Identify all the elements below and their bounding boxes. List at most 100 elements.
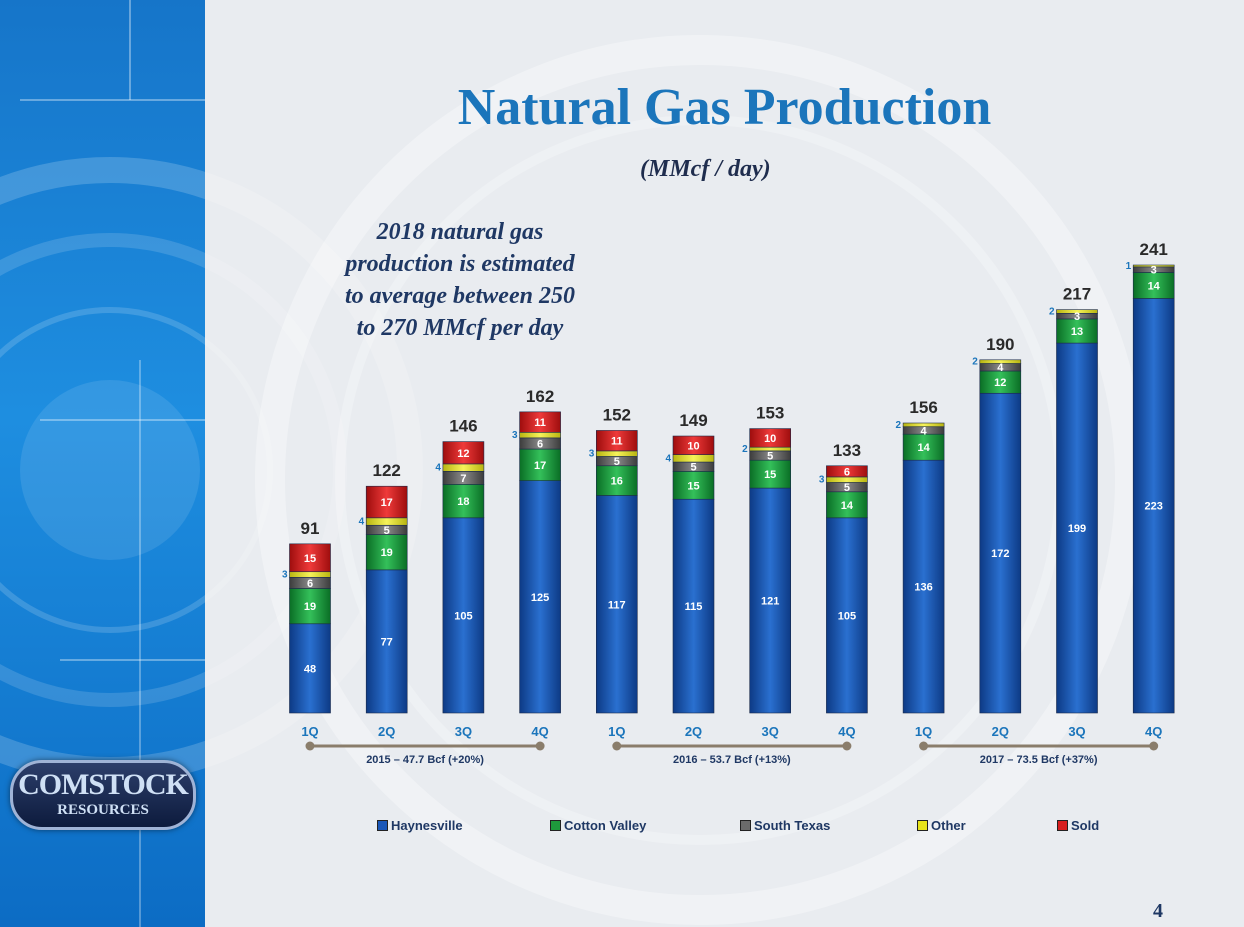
data-label-south-texas: 6 bbox=[537, 438, 543, 450]
group-label: 2016 – 53.7 Bcf (+13%) bbox=[673, 754, 791, 766]
data-label-south-texas: 5 bbox=[384, 525, 390, 537]
data-label-sold: 10 bbox=[764, 433, 776, 445]
bar-segment-haynesville bbox=[979, 392, 1022, 714]
data-label-sold: 12 bbox=[457, 448, 469, 460]
data-label-other: 2 bbox=[972, 357, 978, 368]
legend-swatch bbox=[377, 820, 388, 831]
data-label-cotton-valley: 13 bbox=[1071, 326, 1083, 338]
data-label-other: 1 bbox=[1126, 261, 1132, 272]
bar-segment-haynesville bbox=[1056, 342, 1098, 714]
data-label-other: 3 bbox=[512, 430, 518, 441]
bar-segment-cotton-valley bbox=[289, 588, 331, 625]
bar-segment-other bbox=[902, 422, 945, 428]
callout-line: to 270 MMcf per day bbox=[356, 315, 564, 341]
bar-segment-other bbox=[1056, 309, 1098, 314]
data-label-other: 3 bbox=[589, 449, 595, 460]
legend-label: Sold bbox=[1071, 818, 1100, 833]
logo-text-resources: RESOURCES bbox=[57, 802, 149, 818]
data-label-south-texas: 5 bbox=[844, 482, 850, 494]
bar-segment-sold bbox=[826, 465, 868, 478]
bar-segment-cotton-valley bbox=[672, 471, 715, 500]
data-label-south-texas: 4 bbox=[921, 425, 928, 437]
x-tick-label: 1Q bbox=[915, 724, 932, 739]
bar-segment-haynesville bbox=[289, 623, 331, 714]
slide-subtitle: (MMcf / day) bbox=[640, 156, 771, 182]
legend-item-other: Other bbox=[917, 818, 966, 833]
data-label-cotton-valley: 17 bbox=[534, 460, 546, 472]
data-label-south-texas: 4 bbox=[997, 362, 1004, 374]
data-label-cotton-valley: 16 bbox=[611, 476, 623, 488]
bar-segment-sold bbox=[519, 411, 561, 433]
data-label-haynesville: 199 bbox=[1068, 523, 1086, 535]
logo-text-comstock: COMSTOCK bbox=[18, 768, 189, 801]
bar-total-label: 149 bbox=[679, 411, 707, 430]
bar-segment-haynesville bbox=[749, 487, 792, 714]
bar-total-label: 156 bbox=[909, 398, 937, 417]
bar-segment-haynesville bbox=[519, 480, 561, 714]
x-tick-label: 3Q bbox=[455, 724, 472, 739]
bar-segment-haynesville bbox=[365, 569, 408, 714]
data-label-south-texas: 7 bbox=[460, 473, 466, 485]
bar-segment-other bbox=[979, 359, 1022, 364]
data-label-other: 2 bbox=[896, 420, 902, 431]
data-label-sold: 11 bbox=[534, 417, 546, 429]
bar-total-label: 217 bbox=[1063, 285, 1091, 304]
legend-swatch bbox=[740, 820, 751, 831]
group-line-endpoint bbox=[612, 741, 622, 751]
bar-segment-sold bbox=[289, 543, 331, 573]
bar-total-label: 146 bbox=[449, 417, 477, 436]
bar-total-label: 91 bbox=[301, 519, 320, 538]
bar-segment-haynesville bbox=[442, 517, 485, 714]
bar-segment-sold bbox=[442, 441, 485, 465]
bar-segment-haynesville bbox=[826, 517, 868, 714]
data-label-haynesville: 48 bbox=[304, 663, 316, 675]
callout-line: to average between 250 bbox=[345, 283, 575, 309]
data-label-other: 4 bbox=[435, 463, 441, 474]
group-line-endpoint bbox=[1149, 741, 1159, 751]
group-line-endpoint bbox=[305, 741, 315, 751]
x-tick-label: 2Q bbox=[992, 724, 1009, 739]
legend-label: Cotton Valley bbox=[564, 818, 647, 833]
page-number: 4 bbox=[1153, 900, 1163, 922]
data-label-south-texas: 3 bbox=[1151, 265, 1157, 277]
bar-segment-sold bbox=[365, 485, 408, 519]
x-tick-label: 4Q bbox=[1145, 724, 1162, 739]
bar-segment-cotton-valley bbox=[595, 465, 638, 496]
data-label-south-texas: 5 bbox=[690, 462, 696, 474]
data-label-cotton-valley: 14 bbox=[841, 500, 854, 512]
data-label-sold: 6 bbox=[844, 466, 850, 478]
bar-total-label: 153 bbox=[756, 404, 784, 423]
data-label-haynesville: 115 bbox=[685, 601, 703, 613]
bar-total-label: 162 bbox=[526, 387, 554, 406]
data-label-cotton-valley: 14 bbox=[1148, 280, 1161, 292]
bar-segment-other bbox=[519, 432, 561, 439]
callout-line: production is estimated bbox=[345, 251, 575, 277]
data-label-haynesville: 223 bbox=[1145, 501, 1163, 513]
data-label-cotton-valley: 19 bbox=[381, 547, 393, 559]
x-tick-label: 2Q bbox=[685, 724, 702, 739]
data-label-haynesville: 105 bbox=[454, 610, 472, 622]
data-label-haynesville: 117 bbox=[608, 599, 626, 611]
data-label-haynesville: 121 bbox=[761, 596, 779, 608]
bar-segment-cotton-valley bbox=[365, 534, 408, 571]
bar-segment-cotton-valley bbox=[749, 459, 792, 489]
data-label-other: 4 bbox=[665, 453, 671, 464]
x-tick-label: 3Q bbox=[1068, 724, 1085, 739]
callout-text: 2018 natural gas production is estimated… bbox=[310, 216, 610, 344]
x-tick-label: 2Q bbox=[378, 724, 395, 739]
data-label-other: 4 bbox=[359, 517, 365, 528]
bar-segment-haynesville bbox=[672, 498, 715, 714]
data-label-other: 2 bbox=[742, 444, 748, 455]
legend-item-haynesville: Haynesville bbox=[377, 818, 463, 833]
callout-line: 2018 natural gas bbox=[376, 219, 544, 245]
bar-total-label: 190 bbox=[986, 335, 1014, 354]
data-label-other: 2 bbox=[1049, 306, 1055, 317]
bar-total-label: 133 bbox=[833, 441, 861, 460]
data-label-other: 3 bbox=[282, 570, 288, 581]
data-label-sold: 11 bbox=[611, 436, 623, 448]
bar-total-label: 241 bbox=[1140, 240, 1168, 259]
data-label-cotton-valley: 14 bbox=[917, 442, 930, 454]
data-label-south-texas: 3 bbox=[1074, 311, 1080, 323]
